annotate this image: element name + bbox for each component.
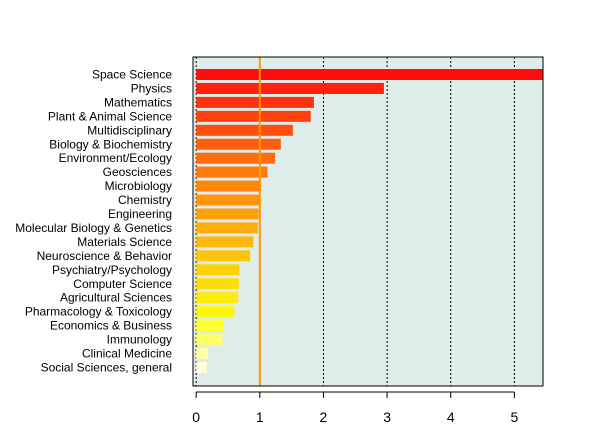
- bar: [196, 278, 239, 290]
- category-label: Multidisciplinary: [87, 123, 172, 137]
- bar: [196, 361, 207, 373]
- category-label: Molecular Biology & Genetics: [15, 221, 172, 235]
- bar: [196, 208, 259, 220]
- category-label: Microbiology: [105, 179, 172, 193]
- category-label: Plant & Animal Science: [48, 109, 172, 123]
- x-tick-label: 3: [383, 409, 391, 425]
- bar: [196, 166, 268, 178]
- category-label: Computer Science: [73, 277, 172, 291]
- bar: [196, 110, 311, 122]
- bar: [196, 180, 262, 192]
- category-label: Pharmacology & Toxicology: [25, 305, 172, 319]
- category-label: Social Sciences, general: [41, 360, 172, 374]
- category-label: Materials Science: [77, 235, 172, 249]
- category-label: Geosciences: [103, 165, 172, 179]
- bars: [196, 69, 543, 373]
- bar: [196, 306, 235, 318]
- bar: [196, 96, 314, 108]
- bar: [196, 138, 281, 150]
- bar: [196, 264, 240, 276]
- category-label: Physics: [131, 81, 172, 95]
- x-tick-label: 1: [256, 409, 264, 425]
- category-label: Mathematics: [104, 95, 172, 109]
- category-label: Clinical Medicine: [82, 347, 172, 361]
- x-tick-label: 0: [192, 409, 200, 425]
- x-tick-label: 5: [510, 409, 518, 425]
- bar: [196, 124, 293, 136]
- category-label: Psychiatry/Psychology: [52, 263, 172, 277]
- category-label: Chemistry: [118, 193, 172, 207]
- x-tick-label: 4: [447, 409, 455, 425]
- bar: [196, 250, 251, 262]
- category-label: Neuroscience & Behavior: [37, 249, 172, 263]
- category-label: Biology & Biochemistry: [49, 137, 172, 151]
- bar: [196, 82, 384, 94]
- x-axis: 0 1 2 3 4 5: [192, 391, 518, 425]
- category-label: Economics & Business: [50, 319, 172, 333]
- bar: [196, 334, 223, 346]
- bar: [196, 236, 254, 248]
- bar: [196, 348, 209, 359]
- plot-frame: [192, 56, 544, 387]
- x-tick-label: 2: [320, 409, 328, 425]
- bar: [196, 292, 239, 304]
- bar: [196, 320, 224, 332]
- category-label: Engineering: [108, 207, 172, 221]
- bar: [196, 69, 543, 80]
- bar: [196, 194, 260, 206]
- category-label: Environment/Ecology: [59, 151, 172, 165]
- category-label: Immunology: [107, 333, 172, 347]
- bar: [196, 222, 258, 234]
- category-label: Space Science: [92, 68, 172, 82]
- bar: [196, 152, 276, 164]
- category-label: Agricultural Sciences: [60, 291, 172, 305]
